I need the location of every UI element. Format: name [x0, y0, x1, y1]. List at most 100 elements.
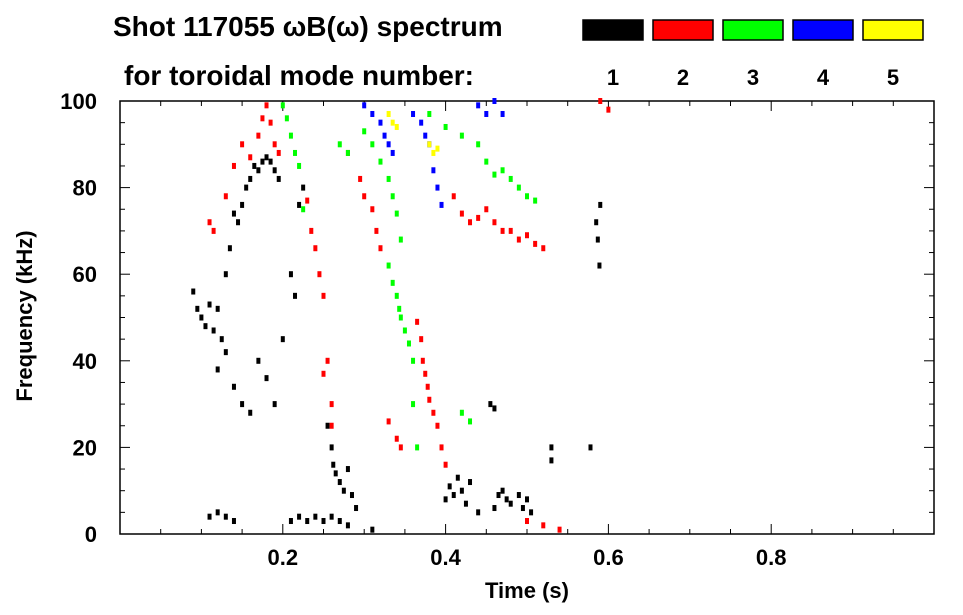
- spectrum-point-mode-3: [297, 162, 302, 169]
- spectrum-point-mode-2: [378, 245, 383, 252]
- spectrum-point-mode-1: [223, 513, 228, 520]
- spectrum-point-mode-1: [321, 518, 326, 525]
- spectrum-point-mode-1: [215, 509, 220, 516]
- spectrum-point-mode-1: [488, 401, 493, 408]
- spectrum-point-mode-1: [349, 492, 354, 499]
- spectrum-point-mode-1: [264, 154, 269, 161]
- spectrum-point-mode-5: [427, 141, 432, 148]
- plot-frame: [119, 100, 935, 535]
- spectrum-point-mode-3: [484, 158, 489, 165]
- spectrum-point-mode-1: [248, 175, 253, 182]
- spectrum-point-mode-1: [468, 479, 473, 486]
- spectrum-point-mode-1: [215, 366, 220, 373]
- spectrum-point-mode-1: [492, 405, 497, 412]
- spectrum-point-mode-1: [223, 349, 228, 356]
- spectrum-point-mode-2: [451, 193, 456, 200]
- spectrum-point-mode-1: [248, 409, 253, 416]
- spectrum-point-mode-2: [500, 227, 505, 234]
- spectrum-point-mode-3: [378, 158, 383, 165]
- legend: 1 2 3 4 5: [582, 19, 924, 90]
- spectrum-point-mode-1: [337, 518, 342, 525]
- legend-swatch-mode-5: [862, 19, 924, 41]
- spectrum-point-mode-5: [394, 123, 399, 130]
- spectrum-point-mode-1: [500, 487, 505, 494]
- legend-swatch-mode-2: [652, 19, 714, 41]
- spectrum-point-mode-2: [386, 418, 391, 425]
- chart-subtitle: for toroidal mode number:: [124, 60, 474, 91]
- spectrum-point-mode-4: [484, 110, 489, 117]
- y-tick-label: 0: [85, 522, 97, 547]
- spectrum-point-mode-2: [492, 219, 497, 226]
- x-tick-label: 0.4: [430, 545, 461, 570]
- chart-title: Shot 117055 ωB(ω) spectrum: [113, 11, 503, 42]
- spectrum-point-mode-3: [362, 128, 367, 135]
- y-tick-label: 60: [73, 262, 97, 287]
- spectrum-point-mode-1: [504, 496, 509, 503]
- spectrum-point-mode-1: [219, 336, 224, 343]
- spectrum-point-mode-3: [406, 340, 411, 347]
- spectrum-point-mode-1: [516, 492, 521, 499]
- spectrum-point-mode-1: [463, 500, 468, 507]
- spectrum-point-mode-1: [297, 201, 302, 208]
- spectrum-point-mode-3: [427, 110, 432, 117]
- spectrum-point-mode-1: [207, 301, 212, 308]
- spectrum-point-mode-1: [195, 305, 200, 312]
- spectrum-point-mode-1: [236, 219, 241, 226]
- spectrum-point-mode-1: [459, 487, 464, 494]
- spectrum-point-mode-3: [468, 418, 473, 425]
- spectrum-point-mode-4: [378, 119, 383, 126]
- spectrum-point-mode-1: [301, 184, 306, 191]
- spectrum-point-mode-2: [268, 119, 273, 126]
- spectrum-point-mode-1: [525, 496, 529, 503]
- spectrum-point-mode-3: [386, 262, 391, 269]
- spectrum-point-mode-1: [231, 518, 236, 525]
- spectrum-point-mode-1: [231, 210, 236, 217]
- spectrum-point-mode-1: [598, 201, 603, 208]
- spectrum-point-mode-4: [500, 110, 505, 117]
- x-tick-label: 0.2: [268, 545, 299, 570]
- spectrum-point-mode-3: [459, 132, 464, 139]
- legend-swatch-mode-3: [722, 19, 784, 41]
- spectrum-point-mode-1: [549, 457, 554, 464]
- spectrum-point-mode-3: [476, 141, 481, 148]
- spectrum-point-mode-1: [549, 444, 554, 451]
- spectrum-point-mode-3: [508, 175, 513, 182]
- x-tick-label: 0.6: [593, 545, 624, 570]
- spectrum-point-mode-3: [459, 409, 464, 416]
- spectrum-point-mode-2: [317, 271, 322, 278]
- spectrum-point-mode-2: [394, 435, 399, 442]
- spectrum-point-mode-2: [541, 522, 546, 529]
- legend-label-mode-4: 4: [817, 65, 830, 90]
- spectrum-point-mode-2: [427, 396, 432, 403]
- spectrum-point-mode-2: [420, 357, 425, 364]
- spectrum-point-mode-1: [595, 236, 600, 243]
- spectrum-point-mode-2: [256, 132, 261, 139]
- spectrum-point-mode-1: [227, 245, 232, 252]
- spectrum-point-mode-1: [231, 383, 236, 390]
- spectrum-point-mode-1: [256, 167, 261, 174]
- spectrum-point-mode-2: [231, 162, 236, 169]
- spectrum-point-mode-1: [305, 518, 310, 525]
- spectrum-point-mode-1: [455, 474, 460, 481]
- spectrum-point-mode-2: [370, 206, 375, 213]
- spectrum-point-mode-3: [516, 184, 521, 191]
- spectrum-point-mode-1: [207, 513, 212, 520]
- spectrum-point-mode-1: [492, 505, 497, 512]
- spectrum-point-mode-1: [370, 526, 375, 533]
- spectrum-point-mode-3: [492, 171, 497, 178]
- spectrum-point-mode-2: [264, 102, 269, 109]
- spectrum-point-mode-2: [272, 141, 277, 148]
- spectrum-point-mode-5: [386, 110, 391, 117]
- spectrum-point-mode-2: [439, 444, 444, 451]
- spectrum-point-mode-4: [370, 110, 375, 117]
- spectrum-point-mode-2: [557, 526, 562, 533]
- spectrum-point-mode-4: [390, 149, 395, 156]
- spectrum-point-mode-4: [476, 102, 481, 109]
- spectrum-point-mode-1: [288, 518, 293, 525]
- spectrum-point-mode-3: [394, 292, 399, 299]
- spectrum-point-mode-1: [272, 167, 277, 174]
- spectrum-point-mode-4: [435, 184, 440, 191]
- spectrum-point-mode-2: [321, 292, 326, 299]
- spectrum-point-mode-4: [492, 98, 497, 104]
- spectrum-point-mode-1: [268, 158, 273, 165]
